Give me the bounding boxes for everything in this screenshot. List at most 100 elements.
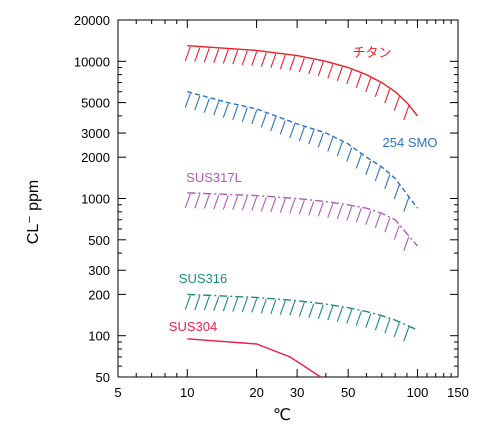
hatch-mark [194, 95, 201, 111]
hatch-mark [260, 197, 267, 212]
hatch-mark [403, 197, 410, 212]
hatch-mark [384, 319, 391, 334]
y-tick-label: 300 [88, 263, 110, 278]
hatch-mark [308, 59, 315, 75]
series-line [187, 293, 418, 331]
hatch-mark [251, 298, 258, 313]
series-line [187, 45, 419, 117]
hatch-mark [213, 48, 220, 64]
hatch-mark [336, 307, 343, 322]
hatch-mark [213, 194, 220, 210]
y-axis-title: CL⁻ ppm [25, 180, 42, 244]
x-tick-label: 30 [290, 385, 304, 400]
hatch-mark [213, 100, 220, 116]
hatch-mark [222, 103, 229, 118]
x-tick-label: 20 [249, 385, 263, 400]
y-tick-label: 10000 [74, 54, 110, 69]
y-tick-label: 5000 [81, 96, 110, 111]
series-4 [187, 338, 322, 378]
hatch-mark [184, 93, 191, 108]
hatch-mark [203, 296, 210, 311]
hatch-mark [232, 195, 239, 211]
hatch-mark [270, 116, 277, 132]
hatch-mark [251, 109, 258, 125]
hatch-mark [384, 174, 391, 189]
hatch-mark [403, 326, 410, 342]
hatch-mark [260, 52, 267, 67]
hatch-mark [241, 196, 248, 211]
y-tick-label: 20000 [74, 13, 110, 28]
series-line [187, 192, 419, 247]
hatch-mark [232, 297, 239, 312]
hatch-mark [374, 213, 381, 228]
hatch-mark [222, 49, 229, 64]
hatch-mark [365, 160, 372, 176]
hatch-mark [317, 61, 324, 76]
series-layer [184, 45, 419, 378]
hatch-mark [355, 154, 362, 169]
series-label: SUS316 [179, 271, 227, 286]
hatch-mark [336, 204, 343, 220]
y-tick-label: 3000 [81, 126, 110, 141]
x-tick-label: 50 [341, 385, 355, 400]
hatch-mark [241, 107, 248, 123]
x-tick-label: 10 [180, 385, 194, 400]
hatch-mark [203, 98, 210, 113]
hatch-mark [336, 141, 343, 157]
hatch-mark [270, 197, 277, 213]
hatch-mark [327, 137, 334, 152]
series-2 [184, 192, 419, 252]
series-label: チタン [352, 45, 391, 60]
hatch-mark [327, 306, 334, 321]
series-1 [184, 91, 419, 212]
hatch-mark [365, 210, 372, 225]
hatch-mark [232, 49, 239, 65]
hatch-mark [279, 300, 286, 315]
hatch-mark [298, 200, 305, 215]
series-line [187, 338, 322, 378]
hatch-mark [355, 208, 362, 223]
hatch-mark [194, 47, 201, 62]
series-0 [184, 45, 419, 121]
hatch-mark [260, 299, 267, 314]
hatch-mark [251, 196, 258, 211]
hatch-mark [336, 66, 343, 82]
hatch-mark [393, 96, 400, 111]
hatch-mark [241, 50, 248, 65]
x-tick-label: 5 [114, 385, 121, 400]
hatch-mark [260, 113, 267, 128]
hatch-mark [279, 54, 286, 70]
hatch-mark [384, 217, 391, 233]
hatch-mark [346, 147, 353, 162]
hatch-mark [403, 105, 410, 121]
y-tick-label: 1000 [81, 192, 110, 207]
hatch-mark [317, 304, 324, 319]
hatch-mark [289, 123, 296, 139]
hatch-mark [298, 126, 305, 142]
y-tick-label: 50 [96, 370, 110, 385]
hatch-mark [365, 77, 372, 93]
hatch-mark [213, 296, 220, 311]
hatch-mark [317, 202, 324, 217]
hatch-mark [384, 88, 391, 104]
hatch-mark [346, 309, 353, 324]
y-tick-label: 100 [88, 329, 110, 344]
hatch-mark [194, 194, 201, 209]
hatch-mark [346, 206, 353, 221]
hatch-mark [251, 51, 258, 66]
hatch-mark [365, 313, 372, 328]
x-axis-title: ℃ [273, 407, 291, 423]
hatch-mark [232, 105, 239, 120]
hatch-mark [298, 57, 305, 73]
hatch-mark [289, 199, 296, 214]
y-tick-label: 2000 [81, 150, 110, 165]
hatch-mark [317, 133, 324, 148]
axis-ticks: 5 10 20 30 50 100 150 50 100 200 300 500 1000 2000 300… [74, 13, 469, 400]
hatch-mark [374, 82, 381, 97]
hatch-mark [194, 295, 201, 311]
hatch-mark [308, 201, 315, 216]
hatch-mark [393, 322, 400, 338]
hatch-mark [289, 56, 296, 71]
